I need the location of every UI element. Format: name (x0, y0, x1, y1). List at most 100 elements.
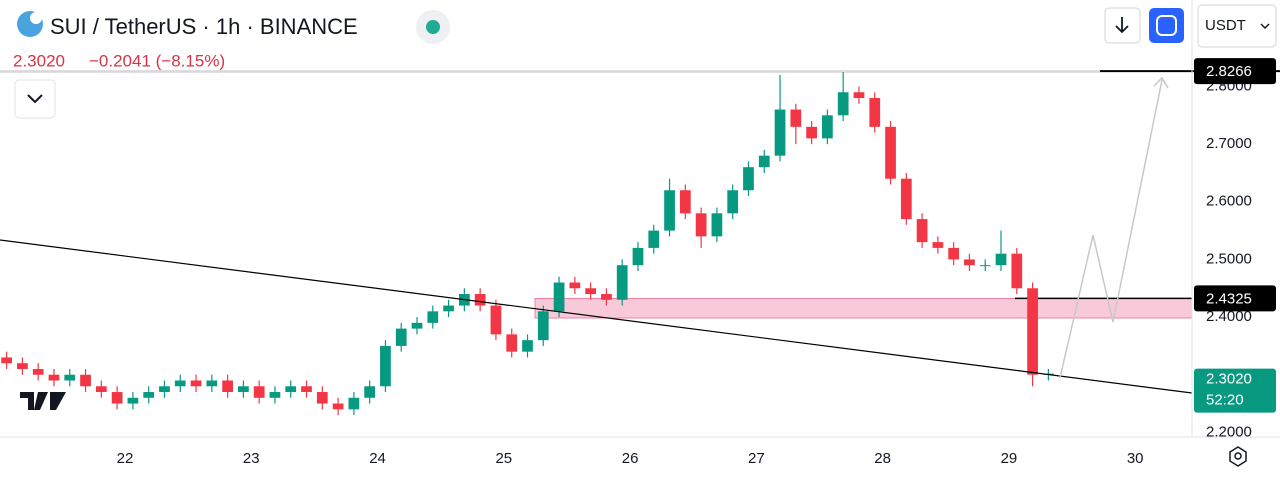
candle-body (932, 242, 944, 248)
candle-body (790, 109, 802, 127)
candle-body (395, 328, 407, 346)
candle-body (853, 92, 865, 99)
y-tick-label: 2.5000 (1206, 250, 1252, 267)
currency-button[interactable] (1197, 4, 1277, 48)
y-tick-label: 2.2000 (1206, 423, 1252, 440)
candle-body (443, 305, 454, 312)
candle-body (537, 311, 549, 341)
x-tick-label: 26 (622, 450, 639, 467)
zone (534, 297, 1193, 319)
candle-body (411, 322, 423, 329)
candle-body (569, 282, 581, 289)
candle-body (553, 282, 565, 312)
candle-body (427, 311, 439, 323)
candle-body (1, 357, 12, 364)
candle-body (17, 363, 28, 369)
projection-path (1059, 79, 1163, 379)
fullscreen-icon (1156, 15, 1177, 36)
candle-body (95, 386, 107, 393)
symbol-title: SUI / TetherUS · 1h · BINANCE (50, 14, 358, 39)
candle-body (616, 265, 628, 300)
candle-body (348, 397, 360, 410)
candle-body (269, 392, 281, 398)
candle-body (632, 247, 644, 266)
candle-body (380, 345, 391, 387)
trend-line (0, 239, 1193, 394)
candle-body (285, 386, 297, 393)
x-tick-label: 30 (1127, 450, 1144, 467)
candle-body (1027, 288, 1038, 375)
candle-body (679, 190, 691, 214)
candle-body (174, 380, 186, 387)
collapse-button[interactable] (14, 79, 56, 119)
candle-body (48, 374, 60, 381)
candle-body (964, 259, 975, 266)
candle-body (948, 247, 960, 260)
last-price: 2.3020 (13, 51, 65, 70)
candle-body (743, 167, 754, 191)
candle-body (822, 115, 833, 139)
candle-body (601, 294, 612, 300)
candle-body (127, 397, 139, 404)
candle-body (837, 92, 849, 116)
fullscreen-button[interactable] (1149, 8, 1184, 43)
candle-body (238, 386, 249, 393)
x-tick-label: 22 (117, 450, 134, 467)
settings-icon (1234, 452, 1242, 460)
chevron (1260, 23, 1270, 30)
price-label-bg (1194, 285, 1276, 312)
last-price-label: 2.3020 (1206, 371, 1252, 388)
candle-body (758, 155, 770, 168)
y-tick-label: 2.4000 (1206, 308, 1252, 325)
countdown: 52:20 (1206, 392, 1244, 409)
symbol-icon (30, 12, 42, 24)
x-tick-label: 23 (243, 450, 260, 467)
candle-body (80, 374, 91, 387)
down-arrow-icon (1115, 17, 1129, 34)
candle-body (474, 294, 486, 306)
candle-body (111, 392, 123, 404)
candle-body (995, 253, 1007, 266)
plot-area (0, 69, 1280, 416)
status-dot (426, 20, 440, 34)
candle-body (316, 392, 328, 404)
candle-body (190, 380, 202, 387)
candle-body (32, 368, 44, 375)
candle-body (64, 374, 76, 381)
projection-arrow (1153, 76, 1169, 89)
x-tick-label: 25 (495, 450, 512, 467)
settings-icon[interactable] (1229, 446, 1247, 467)
candle-body (1011, 253, 1023, 289)
candle-body (916, 219, 928, 243)
candle-body (506, 334, 518, 352)
candle-body (727, 190, 739, 214)
x-tick-label: 29 (1001, 450, 1018, 467)
candle-body (364, 386, 376, 398)
candle-body (979, 265, 991, 267)
candle-body (490, 305, 502, 335)
y-tick-label: 2.6000 (1206, 193, 1252, 210)
candle-body (253, 386, 265, 398)
candle-body (332, 403, 344, 410)
candle-body (222, 380, 233, 393)
logo (20, 392, 66, 410)
candle-body (648, 230, 660, 248)
candle-body (522, 340, 533, 352)
candle-body (711, 213, 723, 237)
candle-body (695, 213, 707, 237)
candle-body (774, 109, 786, 156)
price-label: 2.4325 (1206, 290, 1252, 307)
candle-body (585, 288, 596, 295)
candle-body (664, 190, 675, 231)
chevron (27, 94, 43, 104)
y-tick-label: 2.7000 (1206, 135, 1252, 152)
candle-body (143, 392, 155, 398)
last-price-bg (1194, 368, 1276, 413)
price-label: 2.8266 (1206, 63, 1252, 80)
candle-body (900, 178, 912, 220)
price-label-bg (1194, 58, 1276, 85)
candle-body (806, 126, 817, 139)
header-bg (0, 0, 1100, 72)
